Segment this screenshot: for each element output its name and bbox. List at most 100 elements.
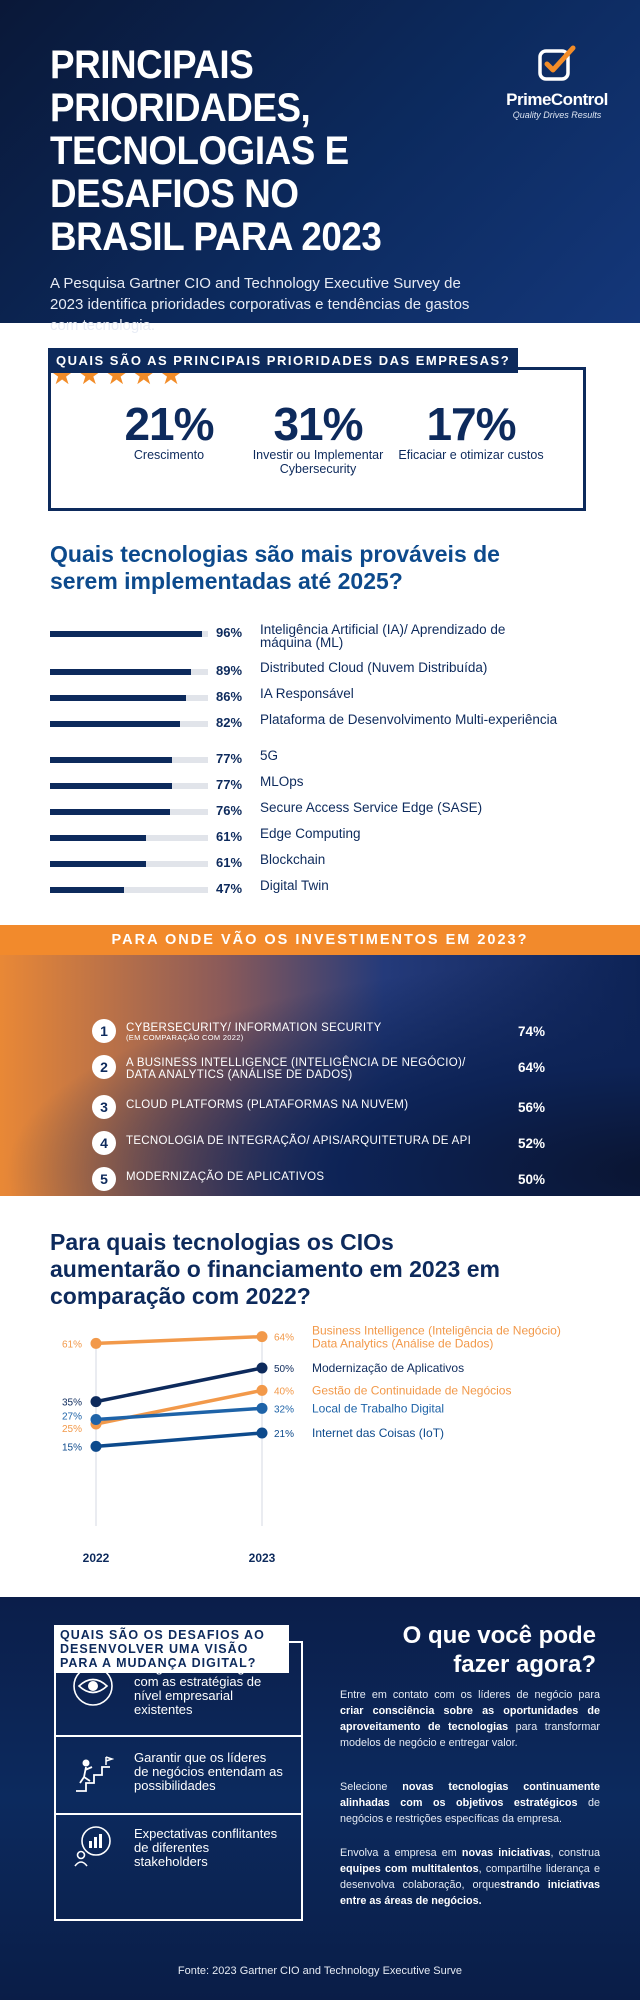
challenges-heading: QUAIS SÃO OS DESAFIOS AO DESENVOLVER UMA… <box>54 1625 289 1673</box>
actions-text: Selecione <box>340 1781 403 1793</box>
data-label: 15% <box>62 1442 82 1453</box>
investments-heading: PARA ONDE VÃO OS INVESTIMENTOS EM 2023? <box>0 925 640 955</box>
investment-label: CLOUD PLATFORMS (PLATAFORMAS NA NUVEM) <box>126 1099 476 1111</box>
challenges-box: Integrar a visão digital com as estratég… <box>54 1641 303 1921</box>
data-point <box>90 1396 102 1408</box>
investment-label-text: TECNOLOGIA DE INTEGRAÇÃO/ APIS/ARQUITETU… <box>126 1135 472 1147</box>
stat-label: Eficaciar e otimizar custos <box>398 448 544 462</box>
technology-percent: 96% <box>216 625 243 640</box>
actions-emphasis: novas tecnologias continuamente alinhada… <box>340 1781 601 1809</box>
investment-percent: 56% <box>518 1100 546 1115</box>
technology-row: 61% Edge Computing <box>50 827 610 851</box>
investment-label-text: A BUSINESS INTELLIGENCE (INTELIGÊNCIA DE… <box>126 1057 466 1081</box>
technology-percent: 61% <box>216 829 243 844</box>
investment-label-text: CYBERSECURITY/ INFORMATION SECURITY <box>126 1022 382 1034</box>
series-line <box>95 1334 263 1346</box>
footer-section: QUAIS SÃO OS DESAFIOS AO DESENVOLVER UMA… <box>0 1597 640 2000</box>
priorities-heading: QUAIS SÃO AS PRINCIPAIS PRIORIDADES DAS … <box>48 348 519 373</box>
technology-row: 61% Blockchain <box>50 853 610 877</box>
data-point <box>256 1384 268 1396</box>
actions-emphasis: criar consciência sobre as oportunidades… <box>340 1705 600 1733</box>
stat-value: 31% <box>273 398 363 450</box>
brand-tagline: Quality Drives Results <box>512 110 602 120</box>
technology-bar-fill <box>50 631 202 637</box>
investment-label: A BUSINESS INTELLIGENCE (INTELIGÊNCIA DE… <box>126 1057 476 1081</box>
technology-bar-track <box>50 835 208 841</box>
data-point <box>256 1402 268 1414</box>
technology-row: 86% IA Responsável <box>50 687 610 711</box>
technology-label: Edge Computing <box>260 826 361 841</box>
investment-rank: 3 <box>92 1095 116 1119</box>
investment-row: 2 A BUSINESS INTELLIGENCE (INTELIGÊNCIA D… <box>92 1055 552 1081</box>
technology-percent: 82% <box>216 715 243 730</box>
investment-rank: 2 <box>92 1055 116 1079</box>
technology-row: 82% Plataforma de Desenvolvimento Multi-e… <box>50 713 610 737</box>
technology-row: 77% MLOps <box>50 775 610 799</box>
technology-label: Inteligência Artificial (IA)/ Aprendizad… <box>260 622 506 650</box>
technology-percent: 89% <box>216 663 243 678</box>
technology-label: Distributed Cloud (Nuvem Distribuída) <box>260 660 488 675</box>
technology-label: IA Responsável <box>260 686 354 701</box>
investment-row: 3 CLOUD PLATFORMS (PLATAFORMAS NA NUVEM) 5… <box>92 1095 552 1121</box>
challenge-item: Expectativas conflitantes de diferentes … <box>56 1813 301 1919</box>
technology-label: Secure Access Service Edge (SASE) <box>260 800 483 815</box>
series-line <box>95 1406 263 1422</box>
stat-label: Investir ou Implementar Cybersecurity <box>252 448 384 476</box>
series-line <box>95 1366 263 1404</box>
challenge-item: Garantir que os líderes de negócios ente… <box>56 1735 301 1813</box>
presentation-chart-icon <box>72 1825 114 1867</box>
data-label: 32% <box>274 1404 294 1415</box>
actions-text: de negócios e restrições específicas da … <box>340 1797 600 1825</box>
brand-name: PrimeControl <box>506 90 608 109</box>
investment-percent: 74% <box>518 1024 546 1039</box>
technology-bar-fill <box>50 887 125 893</box>
technology-row: 89% Distributed Cloud (Nuvem Distribuída) <box>50 661 610 685</box>
actions-paragraph: Entre em contato com os líderes de negóc… <box>340 1687 600 1751</box>
data-label: 35% <box>62 1398 82 1409</box>
series-name: Internet das Coisas (IoT) <box>312 1426 444 1440</box>
series-name-line: Business Intelligence (Inteligência de N… <box>312 1324 561 1338</box>
technology-percent: 47% <box>216 881 243 896</box>
data-label: 27% <box>62 1412 82 1423</box>
technology-row: 76% Secure Access Service Edge (SASE) <box>50 801 610 825</box>
technology-bar-fill <box>50 809 171 815</box>
series-line <box>95 1431 263 1449</box>
person-climbing-stairs-icon <box>72 1753 115 1795</box>
priorities-section: 21% Crescimento 31% Investir ou Implemen… <box>0 323 640 523</box>
stat-costs: 17% Eficaciar e otimizar custos <box>391 400 551 462</box>
data-label: 25% <box>62 1424 82 1435</box>
technology-bar-track <box>50 695 208 701</box>
technology-row: 77% 5G <box>50 749 610 773</box>
stat-cybersecurity: 31% Investir ou Implementar Cybersecurit… <box>238 400 398 476</box>
source-note: Fonte: 2023 Gartner CIO and Technology E… <box>177 1965 463 1977</box>
x-tick-label: 2022 <box>83 1551 110 1565</box>
technology-bar-fill <box>50 861 147 867</box>
stat-growth: 21% Crescimento <box>89 400 249 462</box>
investment-label: CYBERSECURITY/ INFORMATION SECURITY (EM C… <box>126 1022 476 1042</box>
data-label: 64% <box>274 1333 294 1344</box>
investment-label: TECNOLOGIA DE INTEGRAÇÃO/ APIS/ARQUITETU… <box>126 1135 476 1147</box>
actions-emphasis: novas iniciativas <box>461 1847 551 1859</box>
investment-rank: 4 <box>92 1131 116 1155</box>
technology-percent: 77% <box>216 777 243 792</box>
data-point <box>90 1414 102 1426</box>
investment-rank: 1 <box>92 1019 116 1043</box>
technology-label: MLOps <box>260 774 304 789</box>
technologies-title: Quais tecnologias são mais prováveis de … <box>50 541 500 594</box>
technology-label: Digital Twin <box>260 878 329 893</box>
actions-text: Envolva a empresa em <box>340 1847 462 1859</box>
challenge-text: Expectativas conflitantes de diferentes … <box>134 1826 278 1869</box>
technology-bar-track <box>50 887 208 893</box>
technology-bar-fill <box>50 721 180 727</box>
investment-label-text: CLOUD PLATFORMS (PLATAFORMAS NA NUVEM) <box>126 1099 409 1111</box>
actions-emphasis: equipes com multitalentos <box>340 1863 479 1875</box>
actions-text: para transformar modelos de negócio e en… <box>340 1721 600 1749</box>
stat-value: 21% <box>124 398 214 450</box>
technology-percent: 61% <box>216 855 243 870</box>
technology-bar-track <box>50 861 208 867</box>
investment-row: 4 TECNOLOGIA DE INTEGRAÇÃO/ APIS/ARQUITET… <box>92 1131 552 1157</box>
technology-percent: 86% <box>216 689 243 704</box>
technology-bar-fill <box>50 835 147 841</box>
investment-row: 5 MODERNIZAÇÃO DE APLICATIVOS 50% <box>92 1167 552 1193</box>
stat-label: Crescimento <box>133 448 205 462</box>
